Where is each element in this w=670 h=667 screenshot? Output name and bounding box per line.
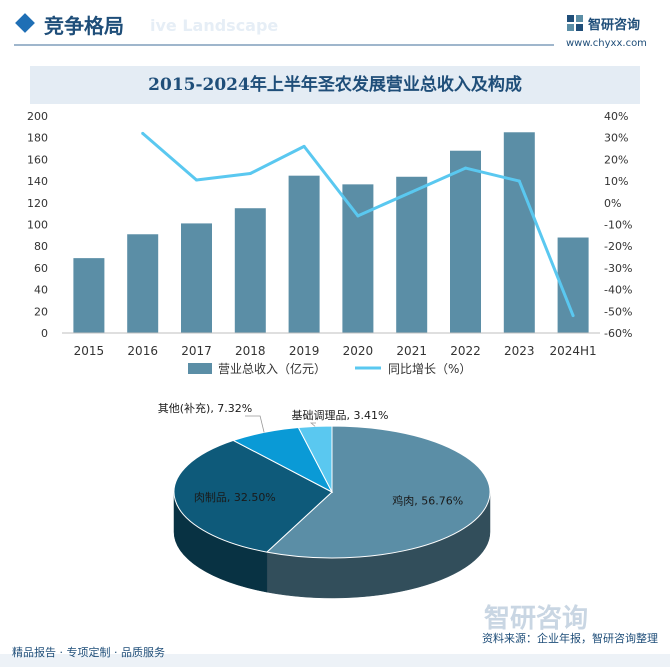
y-right-tick-label: -30% — [604, 262, 632, 275]
y-left-tick-label: 180 — [27, 132, 48, 145]
header: ive Landscape 竞争格局 智研咨询 www.chyxx.com — [0, 0, 670, 58]
logo-url: www.chyxx.com — [566, 38, 647, 49]
y-right-tick-label: 40% — [604, 110, 628, 123]
bar — [181, 223, 212, 333]
pie-label: 其他(补充), 7.32% — [158, 401, 253, 415]
x-tick-label: 2021 — [396, 344, 427, 358]
logo-icon — [567, 15, 583, 31]
y-right-tick-label: -50% — [604, 305, 632, 318]
y-right-tick-label: -60% — [604, 327, 632, 340]
line-point — [571, 314, 575, 318]
pie-label: 肉制品, 32.50% — [194, 491, 276, 504]
footer-band — [0, 654, 670, 667]
x-tick-label: 2022 — [450, 344, 481, 358]
y-right-tick-label: 10% — [604, 175, 628, 188]
y-right-tick-label: -10% — [604, 219, 632, 232]
x-tick-label: 2018 — [235, 344, 266, 358]
pie-slice — [265, 425, 491, 559]
bar — [450, 150, 481, 333]
bar — [73, 258, 105, 333]
y-left-tick-label: 0 — [41, 327, 48, 340]
x-tick-label: 2016 — [127, 344, 158, 358]
x-tick-label: 2017 — [181, 344, 212, 358]
bar — [396, 176, 428, 333]
pie-slice — [173, 439, 333, 553]
pie-slice — [297, 425, 333, 493]
line-point — [248, 172, 252, 176]
legend-bar-label: 营业总收入（亿元） — [218, 361, 326, 376]
pie-leader-line — [245, 415, 265, 433]
x-tick-label: 2020 — [343, 344, 374, 358]
section-ghost-text: ive Landscape — [150, 16, 279, 35]
legend-line-label: 同比增长（%） — [388, 362, 471, 376]
line-point — [410, 190, 414, 194]
pie-leader-line — [310, 422, 316, 427]
y-right-tick-label: -40% — [604, 284, 632, 297]
footer: 精品报告 · 专项定制 · 品质服务 资料来源：企业年报，智研咨询整理 — [0, 626, 670, 667]
bar — [288, 175, 320, 333]
footer-tagline: 精品报告 · 专项定制 · 品质服务 — [12, 646, 165, 659]
y-left-tick-label: 160 — [27, 153, 48, 166]
bar — [127, 234, 159, 333]
bar — [503, 132, 535, 333]
pie-label: 基础调理品, 3.41% — [292, 409, 389, 422]
line-point — [302, 144, 306, 148]
line-point — [356, 214, 360, 218]
legend-bar-swatch — [188, 363, 212, 374]
header-divider — [14, 44, 554, 46]
y-right-tick-label: -20% — [604, 240, 632, 253]
y-left-tick-label: 200 — [27, 110, 48, 123]
line-point — [464, 166, 467, 170]
pie-chart: 鸡肉, 56.76% 肉制品, 32.50% 其他(补充), 7.32% 基础调理品,… — [158, 401, 491, 599]
brand-watermark: 智研咨询 — [484, 604, 589, 634]
chart-title-band: 2015-2024年上半年圣农发展营业总收入及构成 — [30, 66, 640, 104]
y-right-tick-label: 20% — [604, 153, 628, 166]
x-tick-label: 2015 — [74, 344, 105, 358]
x-tick-label: 2023 — [504, 344, 535, 358]
bar — [234, 208, 266, 333]
section-title: 竞争格局 — [44, 14, 124, 38]
y-left-tick-label: 20 — [34, 305, 48, 318]
line-point — [517, 179, 521, 183]
x-tick-label: 2024H1 — [549, 344, 596, 358]
line-point — [141, 131, 145, 135]
y-right-tick-label: 0% — [604, 197, 621, 210]
combo-chart: 0 20 40 60 80 100 120 140 160 180 200 -60% -50% -40% -… — [27, 110, 632, 376]
y-left-tick-label: 140 — [27, 175, 48, 188]
chart-title: 2015-2024年上半年圣农发展营业总收入及构成 — [148, 75, 522, 95]
y-left-tick-label: 60 — [34, 262, 48, 275]
y-left-tick-label: 40 — [34, 284, 48, 297]
y-right-tick-label: 30% — [604, 132, 628, 145]
pie-label: 鸡肉, 56.76% — [392, 494, 463, 508]
line-point — [195, 178, 198, 182]
bar — [342, 184, 374, 333]
y-left-tick-label: 120 — [27, 197, 48, 210]
y-left-tick-label: 80 — [34, 240, 48, 253]
source-note: 资料来源：企业年报，智研咨询整理 — [482, 632, 658, 645]
logo-name: 智研咨询 — [588, 18, 641, 33]
diamond-icon — [15, 13, 35, 33]
y-left-tick-label: 100 — [27, 219, 48, 232]
x-tick-label: 2019 — [289, 344, 320, 358]
